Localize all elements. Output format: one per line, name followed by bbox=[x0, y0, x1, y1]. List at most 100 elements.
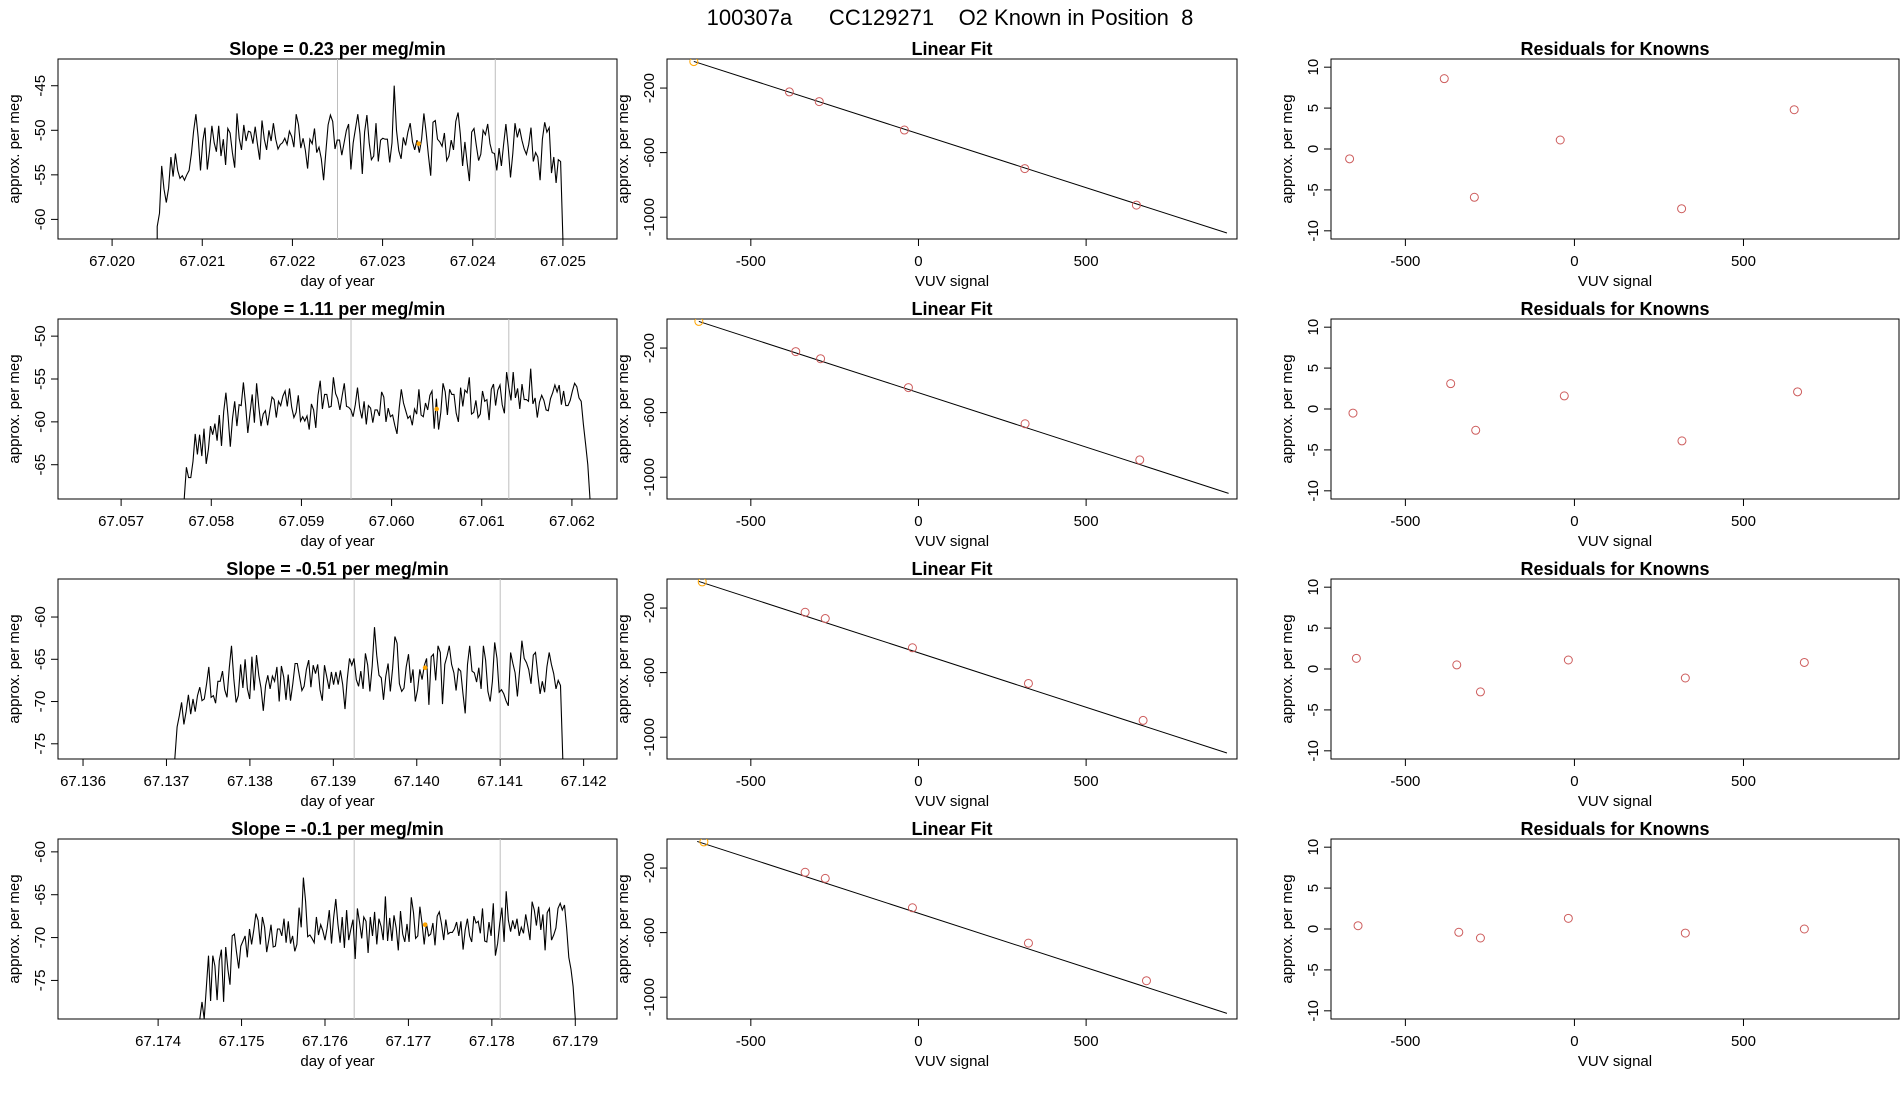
row2-fit-title: Linear Fit bbox=[911, 559, 992, 579]
row1-time-xtick-label: 67.058 bbox=[188, 513, 234, 530]
row3-resid-data-point bbox=[1454, 927, 1464, 937]
row1-time-xtick-label: 67.061 bbox=[459, 513, 505, 530]
row3-resid-xlabel: VUV signal bbox=[1578, 1053, 1652, 1070]
row1-resid-data-point bbox=[1793, 387, 1803, 397]
row3-resid-ytick-label: 5 bbox=[1305, 884, 1322, 892]
row2-resid-data-point bbox=[1475, 687, 1485, 697]
row1-fit-xtick-label: 500 bbox=[1074, 513, 1099, 530]
row2-fit-data-point bbox=[907, 643, 917, 653]
row0-fit-highlight-point bbox=[689, 59, 699, 67]
row0-fit-data-point bbox=[899, 125, 909, 135]
row1-fit-title: Linear Fit bbox=[911, 299, 992, 319]
row1-resid-ytick-label: 0 bbox=[1305, 405, 1322, 413]
row1-fit-ytick-label: -1000 bbox=[641, 458, 658, 496]
row3-fit-data-point bbox=[800, 867, 810, 877]
row1-fit-data-point bbox=[791, 347, 801, 357]
row3-resid-ytick-label: -10 bbox=[1305, 1000, 1322, 1022]
row0-fit-data-point bbox=[784, 87, 794, 97]
row1-resid-data-point bbox=[1677, 436, 1687, 446]
row0-resid-xlabel: VUV signal bbox=[1578, 273, 1652, 290]
row2-time-xtick-label: 67.137 bbox=[144, 773, 190, 790]
row0-time-ytick-label: -60 bbox=[32, 209, 49, 231]
row3-time-plot-area bbox=[58, 839, 617, 1019]
row2-time-series-line bbox=[58, 627, 617, 759]
row0-time-ytick-label: -55 bbox=[32, 164, 49, 186]
row0-fit-frame bbox=[666, 58, 1238, 240]
row2-fit-xtick-label: 500 bbox=[1074, 773, 1099, 790]
row2-resid-plot-area bbox=[1351, 653, 1809, 697]
row3-time-frame bbox=[57, 838, 618, 1020]
row1-fit-panel: Linear Fit VUV signal approx. per meg -500 0… bbox=[615, 299, 1238, 550]
row3-fit-ytick-label: -200 bbox=[641, 853, 658, 883]
row0-time-highlight-point bbox=[416, 141, 421, 146]
row1-fit-ylabel: approx. per meg bbox=[615, 354, 632, 463]
row0-time-panel: Slope = 0.23 per meg/min day of year appro… bbox=[6, 39, 618, 290]
row2-resid-frame bbox=[1330, 578, 1900, 760]
row0-fit-xtick-label: -500 bbox=[736, 253, 766, 270]
row0-fit-panel: Linear Fit VUV signal approx. per meg -500 0… bbox=[615, 39, 1238, 290]
row0-resid-ytick-label: -5 bbox=[1305, 183, 1322, 196]
row3-time-xtick-label: 67.174 bbox=[135, 1033, 181, 1050]
row1-resid-data-point bbox=[1446, 379, 1456, 389]
row2-resid-ytick-label: -5 bbox=[1305, 703, 1322, 716]
row2-fit-fit-line bbox=[698, 580, 1228, 754]
panels: Slope = 0.23 per meg/min day of year appro… bbox=[6, 39, 1900, 1070]
row3-resid-ytick-label: 0 bbox=[1305, 925, 1322, 933]
row2-time-title: Slope = -0.51 per meg/min bbox=[226, 559, 449, 579]
row0-time-xlabel: day of year bbox=[300, 273, 374, 290]
row1-time-series-line bbox=[58, 368, 617, 499]
row0-fit-data-point bbox=[1131, 200, 1141, 210]
row0-time-xtick-label: 67.022 bbox=[269, 253, 315, 270]
row3-resid-data-point bbox=[1563, 913, 1573, 923]
row1-resid-data-point bbox=[1471, 425, 1481, 435]
row0-resid-data-point bbox=[1439, 74, 1449, 84]
row3-resid-panel: Residuals for Knowns VUV signal approx. pe… bbox=[1279, 819, 1900, 1070]
row1-time-xlabel: day of year bbox=[300, 533, 374, 550]
row0-resid-ytick-label: 5 bbox=[1305, 104, 1322, 112]
row0-resid-data-point bbox=[1345, 154, 1355, 164]
row2-fit-data-point bbox=[820, 614, 830, 624]
row2-time-ytick-label: -60 bbox=[32, 606, 49, 628]
row3-resid-ytick-label: 10 bbox=[1305, 839, 1322, 856]
row2-time-ytick-label: -75 bbox=[32, 733, 49, 755]
row2-time-xtick-label: 67.138 bbox=[227, 773, 273, 790]
row0-fit-ytick-label: -1000 bbox=[641, 198, 658, 236]
row1-fit-data-point bbox=[1135, 455, 1145, 465]
row3-time-highlight-point bbox=[422, 922, 428, 928]
row2-resid-ytick-label: 0 bbox=[1305, 665, 1322, 673]
row2-fit-highlight-point bbox=[697, 579, 707, 587]
row3-time-ytick-label: -75 bbox=[32, 970, 49, 992]
row0-resid-data-point bbox=[1469, 192, 1479, 202]
row3-fit-panel: Linear Fit VUV signal approx. per meg -500 0… bbox=[615, 819, 1238, 1070]
row2-time-ylabel: approx. per meg bbox=[6, 614, 23, 723]
row1-time-xtick-label: 67.057 bbox=[98, 513, 144, 530]
row3-time-xtick-label: 67.177 bbox=[385, 1033, 431, 1050]
row2-resid-ytick-label: 10 bbox=[1305, 579, 1322, 596]
row1-resid-title: Residuals for Knowns bbox=[1520, 299, 1709, 319]
row1-resid-data-point bbox=[1348, 408, 1358, 418]
row2-fit-ytick-label: -200 bbox=[641, 593, 658, 623]
row3-fit-xlabel: VUV signal bbox=[915, 1053, 989, 1070]
row3-resid-ylabel: approx. per meg bbox=[1279, 874, 1296, 983]
row0-time-series-line bbox=[58, 85, 617, 239]
row2-time-plot-area bbox=[58, 579, 617, 759]
row2-fit-plot-area bbox=[697, 579, 1228, 754]
row3-fit-xtick-label: 0 bbox=[914, 1033, 922, 1050]
row3-time-ylabel: approx. per meg bbox=[6, 874, 23, 983]
row3-time-xtick-label: 67.176 bbox=[302, 1033, 348, 1050]
row0-time-ylabel: approx. per meg bbox=[6, 94, 23, 203]
row3-time-series-line bbox=[58, 877, 617, 1019]
row2-resid-xlabel: VUV signal bbox=[1578, 793, 1652, 810]
row2-time-xtick-label: 67.139 bbox=[310, 773, 356, 790]
row3-resid-plot-area bbox=[1353, 913, 1809, 943]
row1-resid-panel: Residuals for Knowns VUV signal approx. pe… bbox=[1279, 299, 1900, 550]
row0-resid-plot-area bbox=[1345, 74, 1799, 214]
row2-resid-xtick-label: 500 bbox=[1731, 773, 1756, 790]
row1-resid-frame bbox=[1330, 318, 1900, 500]
row0-fit-xlabel: VUV signal bbox=[915, 273, 989, 290]
row1-time-ytick-label: -50 bbox=[32, 325, 49, 347]
row1-resid-ytick-label: 5 bbox=[1305, 364, 1322, 372]
row0-time-ytick-label: -50 bbox=[32, 119, 49, 141]
row2-time-xtick-label: 67.142 bbox=[561, 773, 607, 790]
